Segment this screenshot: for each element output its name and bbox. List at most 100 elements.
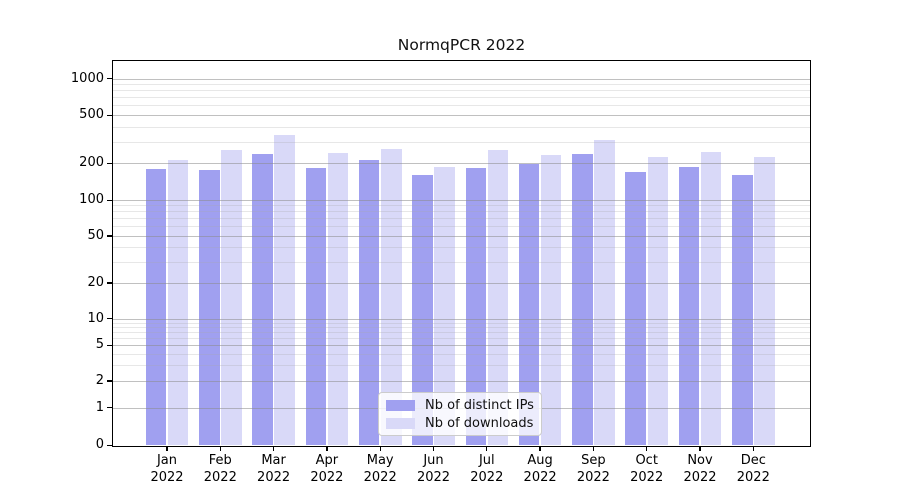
bar-distinct-ips-oct: [625, 171, 646, 445]
x-tick-mark: [539, 446, 541, 451]
x-tick-mark: [646, 446, 648, 451]
legend-entry-distinct-ips: Nb of distinct IPs: [386, 398, 534, 413]
x-tick-label-jan: Jan 2022: [135, 452, 199, 486]
y-tick-label: 200: [79, 155, 104, 171]
y-tick-mark: [107, 199, 112, 201]
bar-distinct-ips-feb: [199, 169, 220, 445]
x-tick-label-mar: Mar 2022: [242, 452, 306, 486]
x-tick-month: Jun: [423, 453, 444, 468]
y-tick-mark: [107, 318, 112, 320]
bar-distinct-ips-jun: [412, 174, 433, 445]
legend: Nb of distinct IPs Nb of downloads: [378, 392, 542, 436]
legend-entry-downloads: Nb of downloads: [386, 416, 534, 431]
bar-downloads-aug: [540, 155, 562, 445]
x-tick-year: 2022: [363, 470, 397, 485]
bar-downloads-feb: [221, 149, 242, 445]
x-tick-year: 2022: [470, 470, 504, 485]
x-tick-month: Nov: [687, 453, 713, 468]
bar-downloads-apr: [327, 152, 349, 445]
x-tick-mark: [326, 446, 328, 451]
y-tick-mark: [107, 380, 112, 382]
bar-distinct-ips-dec: [732, 174, 753, 445]
y-tick-label: 50: [87, 227, 104, 243]
x-tick-label-nov: Nov 2022: [668, 452, 732, 486]
x-tick-mark: [592, 446, 595, 451]
y-tick-label: 1: [95, 399, 104, 415]
x-tick-year: 2022: [736, 470, 770, 485]
y-tick-mark: [107, 162, 112, 165]
x-tick-label-oct: Oct 2022: [615, 452, 679, 486]
legend-label-distinct-ips: Nb of distinct IPs: [425, 397, 534, 413]
x-tick-label-may: May 2022: [348, 452, 412, 486]
x-tick-year: 2022: [630, 470, 664, 485]
x-tick-year: 2022: [523, 470, 557, 485]
bars-layer: [113, 61, 810, 446]
y-tick-label: 20: [87, 274, 104, 290]
x-tick-month: Feb: [208, 453, 232, 468]
legend-label-downloads: Nb of downloads: [425, 415, 534, 431]
bar-distinct-ips-sep: [572, 153, 593, 445]
x-tick-month: Jan: [156, 453, 178, 468]
x-tick-month: Oct: [635, 453, 658, 468]
x-tick-month: Mar: [261, 453, 286, 468]
y-tick-mark: [107, 78, 112, 80]
y-tick-label: 500: [79, 107, 104, 123]
x-tick-year: 2022: [310, 470, 344, 485]
x-tick-label-aug: Aug 2022: [508, 452, 572, 486]
bar-distinct-ips-jul: [465, 168, 486, 445]
bar-downloads-oct: [647, 157, 668, 445]
bar-downloads-dec: [754, 157, 775, 445]
y-tick-mark: [107, 444, 112, 446]
bar-distinct-ips-nov: [678, 166, 700, 445]
x-tick-year: 2022: [683, 470, 717, 485]
bar-distinct-ips-may: [358, 160, 380, 445]
chart-title: NormqPCR 2022: [397, 36, 526, 54]
bar-distinct-ips-jan: [145, 168, 167, 445]
y-tick-mark: [107, 235, 112, 237]
x-tick-month: May: [366, 453, 394, 468]
y-tick-mark: [107, 407, 112, 409]
x-tick-month: Jul: [478, 453, 495, 468]
x-tick-month: Sep: [581, 453, 606, 468]
bar-downloads-jan: [167, 160, 189, 445]
y-tick-label: 2: [95, 372, 104, 388]
plot-area: [112, 60, 811, 447]
x-tick-label-dec: Dec 2022: [721, 452, 785, 486]
x-tick-label-sep: Sep 2022: [561, 452, 625, 486]
legend-swatch-downloads: [386, 417, 415, 429]
x-tick-month: Apr: [315, 453, 339, 468]
y-tick-label: 5: [95, 337, 104, 353]
x-tick-month: Aug: [527, 453, 553, 468]
bar-distinct-ips-aug: [518, 164, 540, 445]
x-tick-year: 2022: [416, 470, 451, 485]
bar-downloads-nov: [700, 151, 722, 445]
y-tick-mark: [107, 344, 112, 347]
x-tick-year: 2022: [150, 470, 184, 485]
x-tick-mark: [219, 446, 221, 451]
x-tick-label-jul: Jul 2022: [455, 452, 519, 486]
x-tick-mark: [166, 446, 168, 451]
y-tick-label: 100: [79, 192, 104, 207]
bar-distinct-ips-apr: [305, 167, 327, 445]
x-tick-label-feb: Feb 2022: [188, 452, 252, 486]
y-tick-mark: [107, 282, 112, 284]
y-tick-label: 10: [87, 310, 104, 326]
y-tick-mark: [107, 114, 112, 116]
x-tick-month: Dec: [740, 453, 766, 468]
y-tick-label: 0: [95, 437, 104, 452]
x-tick-label-apr: Apr 2022: [295, 452, 359, 486]
legend-swatch-distinct-ips: [386, 399, 415, 411]
bar-downloads-mar: [274, 135, 295, 445]
bar-downloads-jul: [487, 149, 509, 445]
x-tick-mark: [272, 446, 275, 451]
x-tick-mark: [699, 446, 701, 451]
x-tick-mark: [752, 446, 754, 451]
x-tick-mark: [486, 446, 488, 451]
bar-downloads-may: [381, 149, 402, 445]
x-tick-year: 2022: [203, 470, 237, 485]
bar-distinct-ips-mar: [252, 154, 273, 445]
x-tick-year: 2022: [257, 470, 291, 485]
x-tick-label-jun: Jun 2022: [402, 452, 466, 486]
x-tick-year: 2022: [576, 470, 610, 485]
